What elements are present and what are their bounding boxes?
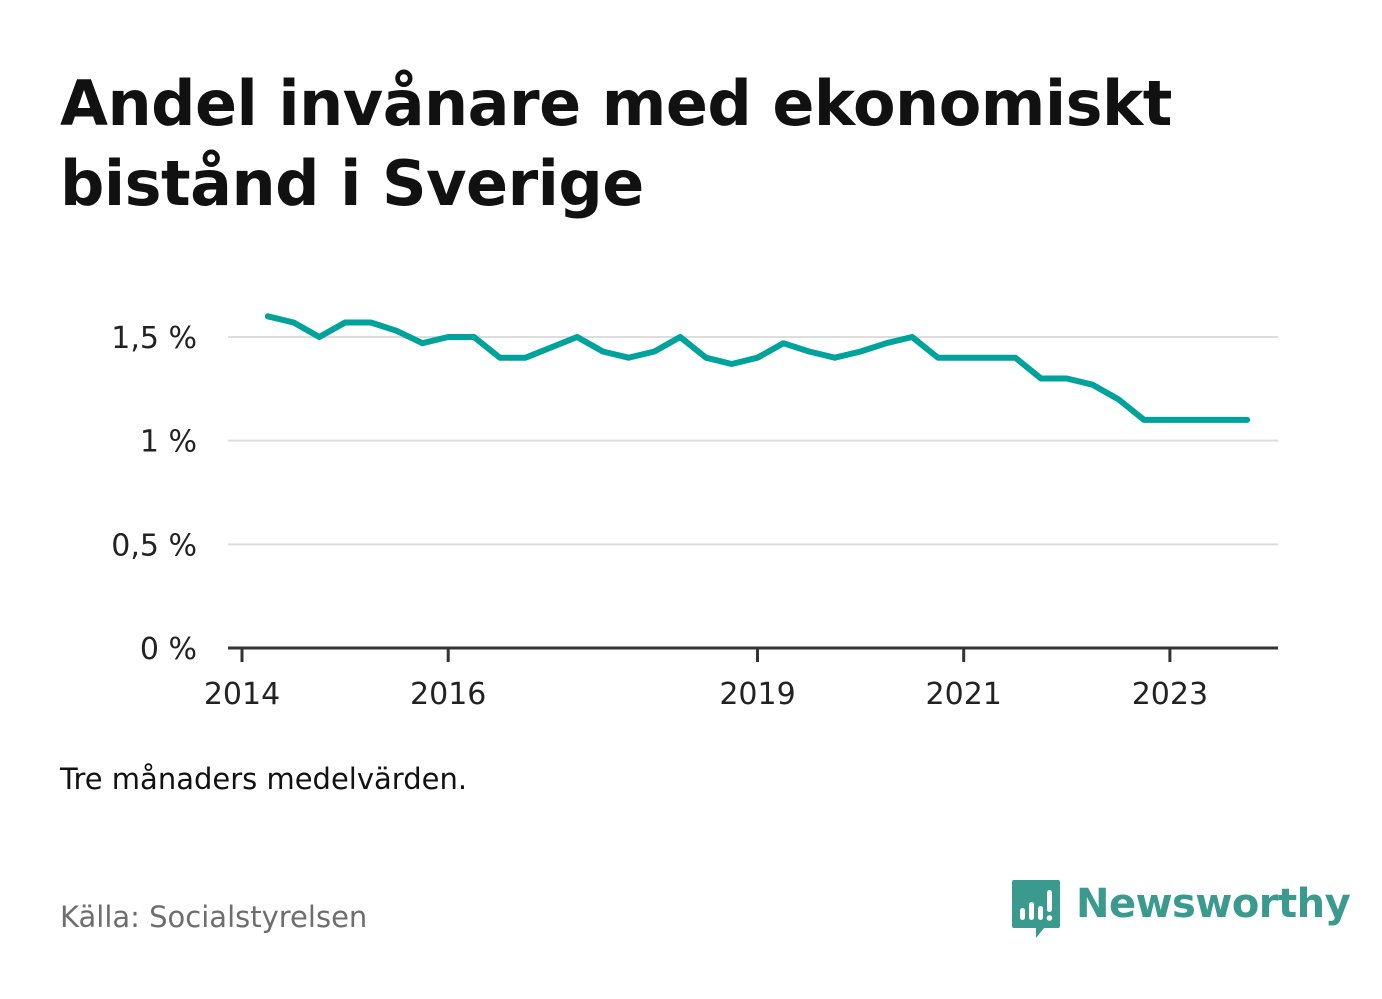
x-axis-tick-labels: 2014 2016 2019 2021 2023 [204, 677, 1208, 712]
data-point [368, 320, 374, 326]
data-point [600, 349, 606, 355]
data-point [1141, 417, 1147, 423]
brand-name: Newsworthy [1076, 881, 1351, 927]
data-point [1064, 376, 1070, 382]
data-point [419, 340, 425, 346]
brand-logo: Newsworthy [1010, 878, 1351, 942]
data-point [1012, 355, 1018, 361]
data-point [626, 355, 632, 361]
data-point [316, 334, 322, 340]
data-point [394, 328, 400, 334]
data-point [291, 320, 297, 326]
data-point [806, 349, 812, 355]
data-point [497, 355, 503, 361]
data-point [832, 355, 838, 361]
data-point [1115, 396, 1121, 402]
data-point [703, 355, 709, 361]
x-tick-label: 2019 [719, 677, 795, 712]
chart-title: Andel invånare med ekonomiskt bistånd i … [60, 67, 1172, 220]
data-point [858, 349, 864, 355]
series-line [264, 313, 1251, 423]
x-axis [228, 646, 1278, 662]
data-point [1167, 417, 1173, 423]
data-point [1193, 417, 1199, 423]
data-point [471, 334, 477, 340]
source-credit: Källa: Socialstyrelsen [60, 900, 368, 934]
chart-note: Tre månaders medelvärden. [60, 762, 468, 796]
data-point [342, 320, 348, 326]
data-point [1218, 417, 1224, 423]
data-point [729, 361, 735, 367]
data-point [987, 355, 993, 361]
data-point [1090, 382, 1096, 388]
data-point [755, 355, 761, 361]
y-tick-label: 1 % [140, 425, 197, 460]
data-point [1038, 376, 1044, 382]
x-tick-label: 2023 [1132, 677, 1208, 712]
y-tick-label: 0 % [140, 632, 197, 667]
data-point [523, 355, 529, 361]
data-point [935, 355, 941, 361]
data-point [574, 334, 580, 340]
x-tick-label: 2021 [926, 677, 1002, 712]
data-point [548, 344, 554, 350]
y-tick-label: 0,5 % [111, 528, 197, 563]
data-point [1244, 417, 1250, 423]
data-point [445, 334, 451, 340]
y-tick-label: 1,5 % [111, 321, 197, 356]
series-layer [264, 313, 1251, 423]
y-axis-tick-labels: 0 % 0,5 % 1 % 1,5 % [111, 321, 197, 667]
x-tick-label: 2016 [410, 677, 486, 712]
data-point [883, 340, 889, 346]
newsworthy-logo-icon [1012, 880, 1060, 938]
data-point [265, 313, 271, 319]
data-point [961, 355, 967, 361]
line-chart: 0 % 0,5 % 1 % 1,5 % 2014 2016 2019 2021 2023 [111, 313, 1278, 712]
data-point [909, 334, 915, 340]
data-point [651, 349, 657, 355]
data-point [677, 334, 683, 340]
data-point [780, 340, 786, 346]
grid-lines [228, 336, 1278, 546]
x-tick-label: 2014 [204, 677, 280, 712]
